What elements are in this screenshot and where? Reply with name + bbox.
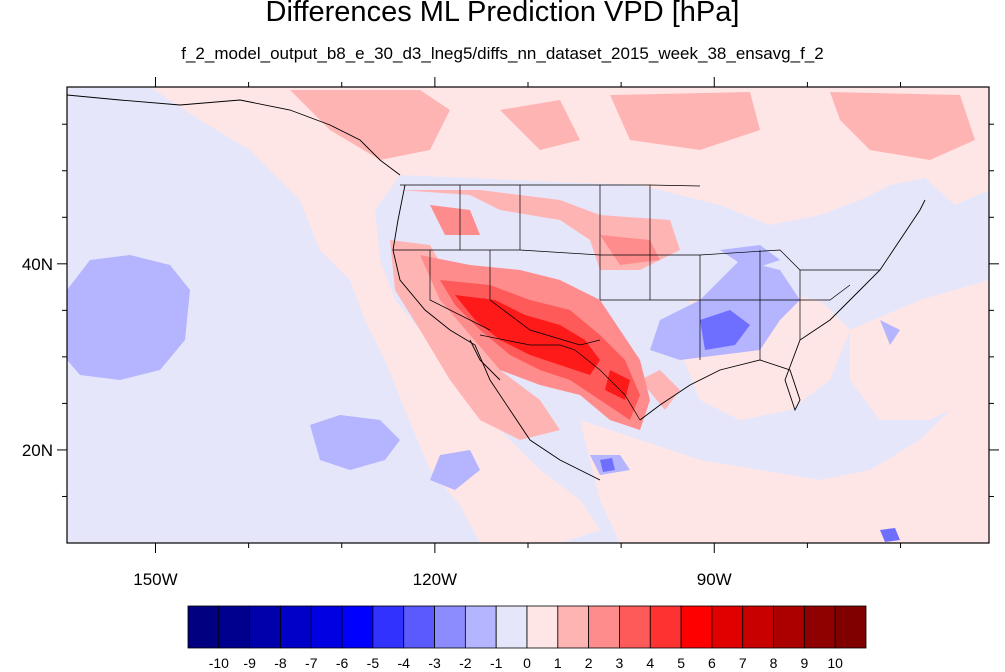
colorbar-label: 10 <box>827 655 843 671</box>
colorbar-swatch <box>711 605 744 649</box>
colorbar-swatch <box>588 605 620 649</box>
map-field <box>67 87 989 543</box>
colorbar-label: 7 <box>739 655 747 671</box>
plot-subtitle: f_2_model_output_b8_e_30_d3_lneg5/diffs_… <box>181 44 824 63</box>
colorbar-swatch <box>495 605 528 649</box>
colorbar-label: 2 <box>585 655 593 671</box>
colorbar-label: -3 <box>428 655 441 671</box>
colorbar-swatch <box>649 605 682 649</box>
coastlines <box>67 94 926 481</box>
colorbar-swatch <box>619 605 651 649</box>
colorbar-label: 3 <box>616 655 624 671</box>
colorbar-label: 1 <box>554 655 562 671</box>
colorbar-label: 9 <box>800 655 808 671</box>
colorbar-swatch <box>187 605 220 649</box>
colorbar-swatch <box>249 605 281 649</box>
colorbar-label: 4 <box>646 655 654 671</box>
colorbar-label: -1 <box>490 655 503 671</box>
lon-tick-label: 120W <box>413 570 457 589</box>
colorbar-swatch <box>773 605 805 649</box>
colorbar-swatch <box>372 605 405 649</box>
colorbar-swatch <box>403 605 435 649</box>
lat-tick-label: 20N <box>22 441 53 460</box>
colorbar-label: -4 <box>398 655 411 671</box>
colorbar-label: -7 <box>305 655 318 671</box>
field-positive-5-7 <box>455 295 630 400</box>
colorbar-swatch <box>310 605 343 649</box>
colorbar-label: 0 <box>523 655 531 671</box>
plot-title: Differences ML Prediction VPD [hPa] <box>265 0 740 28</box>
colorbar-label: -6 <box>336 655 349 671</box>
colorbar-swatch <box>341 605 374 649</box>
colorbar-swatch <box>680 605 713 649</box>
colorbar-swatch <box>742 605 774 649</box>
colorbar-swatch <box>803 605 836 649</box>
political-boundaries <box>393 184 880 421</box>
colorbar-label: -5 <box>367 655 380 671</box>
colorbar-swatch <box>434 605 466 649</box>
field-negative-2-4 <box>600 310 900 542</box>
colorbar-swatch <box>280 605 312 649</box>
colorbar-swatch <box>218 605 251 649</box>
colorbar-label: -8 <box>274 655 287 671</box>
colorbar-swatch <box>464 605 497 649</box>
colorbar-label: -9 <box>243 655 256 671</box>
colorbar-label: 8 <box>770 655 778 671</box>
colorbar-label: 5 <box>677 655 685 671</box>
colorbar-swatch <box>834 605 867 649</box>
colorbar-label: 6 <box>708 655 716 671</box>
axis-ticks: 40N 20N 150W 120W 90W <box>22 77 999 589</box>
colorbar-swatch <box>557 605 590 649</box>
lat-tick-label: 40N <box>22 255 53 274</box>
colorbar-label: -10 <box>209 655 229 671</box>
colorbar-label: -2 <box>459 655 472 671</box>
lon-tick-label: 90W <box>697 570 732 589</box>
lon-tick-label: 150W <box>133 570 177 589</box>
colorbar: -10 -9 -8 -7 -6 -5 -4 -3 -2 -1 0 1 2 3 4 5 6 7 8 9 10 <box>187 605 867 671</box>
colorbar-swatch <box>526 605 559 649</box>
